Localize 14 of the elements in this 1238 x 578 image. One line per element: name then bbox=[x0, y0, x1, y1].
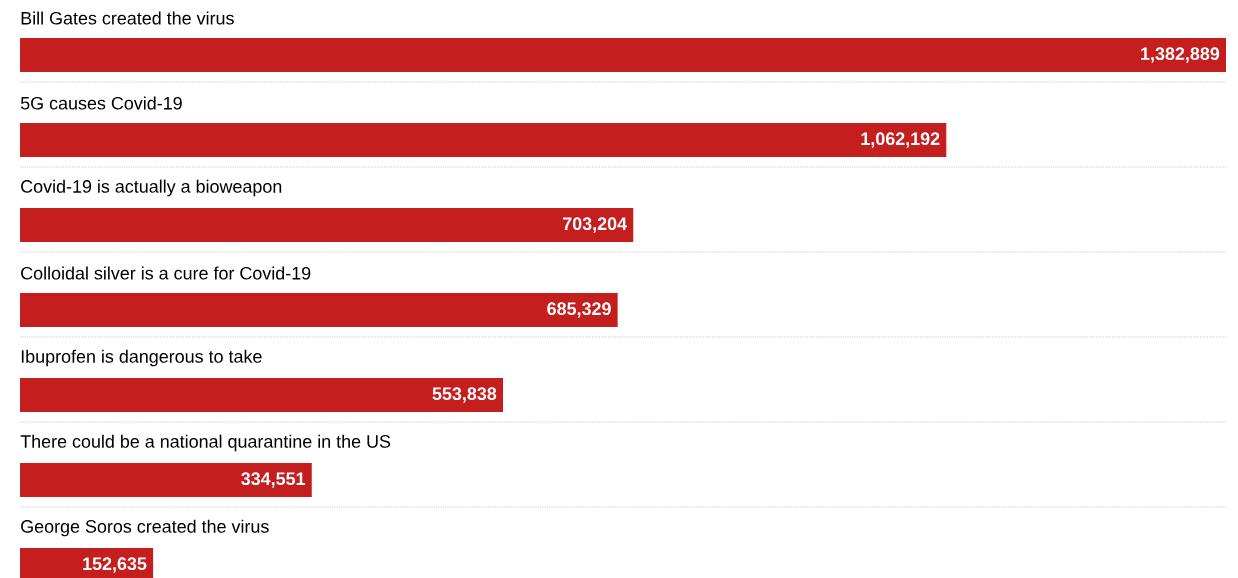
y-tick-label: There could be a national quarantine in the US bbox=[20, 434, 391, 452]
data-label: 703,204 bbox=[563, 217, 627, 233]
y-tick-label: Covid-19 is actually a bioweapon bbox=[21, 179, 282, 197]
data-label: 1,062,192 bbox=[861, 132, 940, 148]
y-tick-label: Ibuprofen is dangerous to take bbox=[21, 349, 262, 367]
data-label: 152,635 bbox=[83, 557, 147, 573]
y-tick-label: Bill Gates created the virus bbox=[21, 11, 234, 25]
data-label: 1,382,889 bbox=[1141, 47, 1220, 63]
data-label: 553,838 bbox=[432, 387, 497, 403]
data-label: 334,551 bbox=[241, 472, 306, 488]
y-tick-label: 5G causes Covid-19 bbox=[20, 96, 182, 110]
y-tick-label: George Soros created the virus bbox=[21, 519, 269, 537]
data-label: 685,329 bbox=[547, 302, 611, 318]
y-tick-label: Colloidal silver is a cure for Covid-19 bbox=[21, 266, 311, 280]
